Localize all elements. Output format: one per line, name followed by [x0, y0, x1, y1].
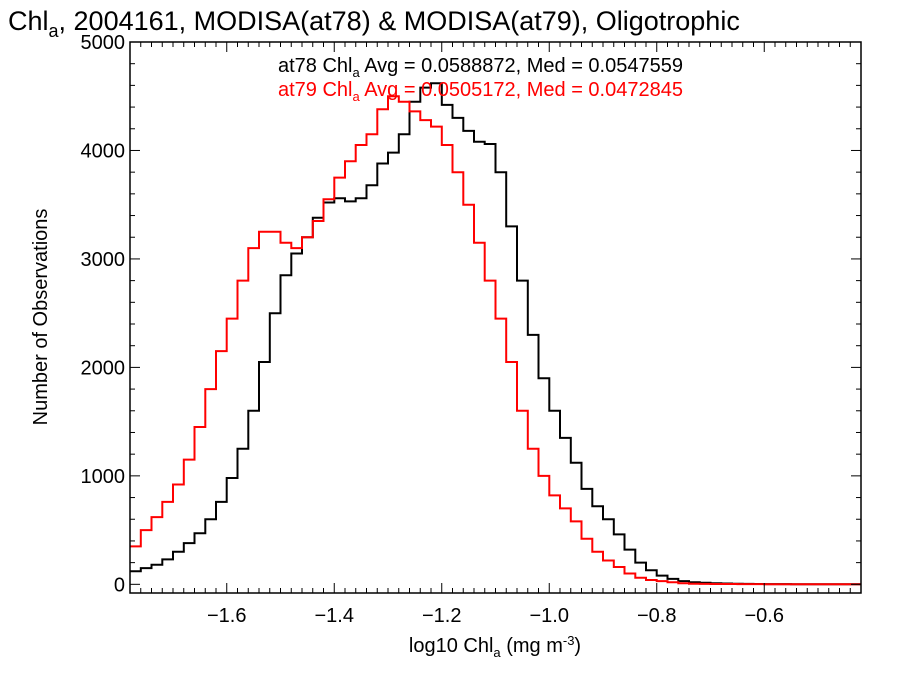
x-axis-label-sup: -3	[563, 633, 575, 648]
x-axis-label-sub: a	[493, 645, 501, 660]
chart-title: Chla, 2004161, MODISA(at78) & MODISA(at7…	[8, 6, 740, 41]
ticks-layer	[129, 41, 862, 593]
x-axis-label: log10 Chla (mg m-3)	[409, 633, 581, 660]
labels-layer: −1.6 −1.4 −1.2 −1.0 −0.8 −0.6 0 1000 2000 3000 400…	[81, 32, 784, 627]
x-tick-label: −1.2	[422, 605, 461, 627]
legend-stats-at78-sub: a	[353, 65, 361, 80]
x-axis-label-mid: (mg m	[501, 635, 563, 657]
x-axis-label-post: )	[574, 635, 581, 657]
legend-stats-at78-post: Avg = 0.0588872, Med = 0.0547559	[360, 55, 683, 77]
x-tick-label: −1.4	[315, 605, 354, 627]
chart-title-sub: a	[49, 21, 60, 41]
chart-title-post: , 2004161, MODISA(at78) & MODISA(at79), …	[59, 6, 740, 36]
x-tick-label: −1.6	[207, 605, 246, 627]
series-at78	[130, 82, 861, 586]
legend-stats-at79-sub: a	[353, 89, 361, 104]
y-tick-label: 4000	[81, 140, 126, 162]
legend-stats-at78-pre: at78 Chl	[278, 55, 353, 77]
y-axis-label: Number of Observations	[30, 209, 52, 426]
y-tick-label: 1000	[81, 466, 126, 488]
y-tick-label: 3000	[81, 249, 126, 271]
x-axis-label-pre: log10 Chl	[409, 635, 494, 657]
x-tick-label: −0.8	[637, 605, 676, 627]
y-tick-label: 2000	[81, 357, 126, 379]
legend-stats-at78: at78 Chla Avg = 0.0588872, Med = 0.05475…	[278, 55, 683, 80]
x-tick-label: −1.0	[530, 605, 569, 627]
chart-title-pre: Chl	[8, 6, 49, 36]
series-layer	[130, 82, 861, 586]
legend-stats-at79: at79 Chla Avg = 0.0505172, Med = 0.04728…	[278, 79, 683, 104]
y-tick-label: 5000	[81, 32, 126, 54]
y-tick-label: 0	[114, 574, 125, 596]
legend-stats-at79-pre: at79 Chl	[278, 79, 353, 101]
x-tick-label: −0.6	[745, 605, 784, 627]
legend-stats-at79-post: Avg = 0.0505172, Med = 0.0472845	[360, 79, 683, 101]
series-at79	[130, 95, 861, 586]
